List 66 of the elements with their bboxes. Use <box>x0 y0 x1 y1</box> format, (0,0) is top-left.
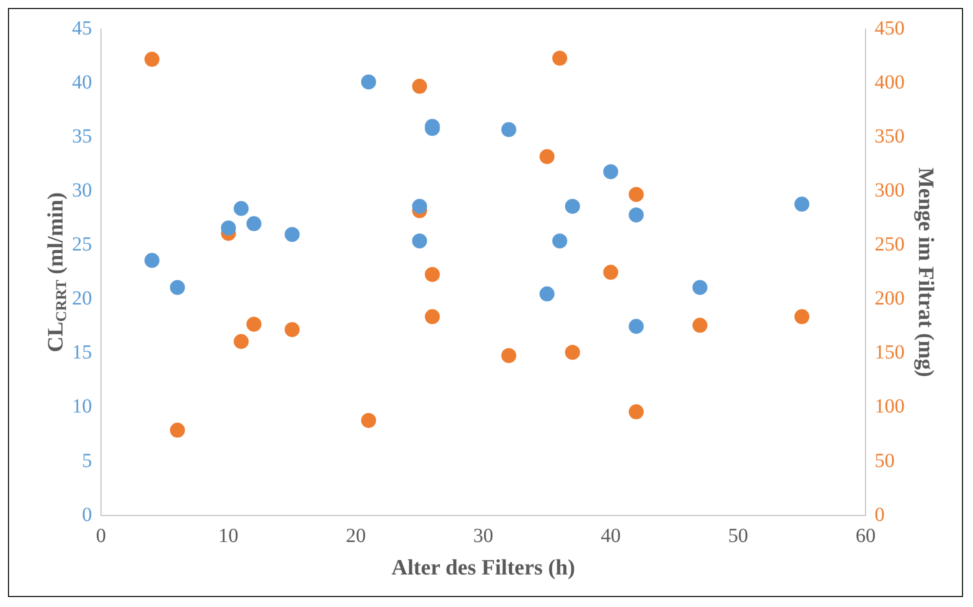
point <box>424 309 440 324</box>
y2-tick-label: 200 <box>874 288 905 310</box>
y-tick-label: 25 <box>72 234 92 256</box>
y-tick-label: 45 <box>72 17 92 40</box>
point <box>234 334 249 350</box>
point <box>284 226 300 242</box>
y2-tick-label: 400 <box>874 71 905 94</box>
point <box>794 196 810 212</box>
x-tick-label: 0 <box>96 524 106 547</box>
y2-tick-label: 450 <box>874 17 905 40</box>
point <box>628 404 644 420</box>
point <box>246 316 262 332</box>
point <box>565 344 580 360</box>
point <box>565 198 580 214</box>
x-tick-label: 40 <box>600 524 621 547</box>
point <box>412 198 428 214</box>
x-axis-title: Alter des Filters (h) <box>392 554 576 580</box>
y-tick-label: 20 <box>72 288 92 310</box>
point <box>540 286 555 302</box>
x-tick-label: 50 <box>728 524 748 547</box>
y-tick-label: 0 <box>82 504 92 526</box>
point <box>794 309 810 324</box>
point <box>692 280 708 295</box>
y2-tick-label: 0 <box>874 504 885 526</box>
point <box>628 207 644 222</box>
y-axis-title: CLCRRT (ml/min) <box>42 192 70 352</box>
y2-axis-title: Menge im Filtrat (mg) <box>914 168 940 378</box>
point <box>170 422 185 438</box>
point <box>220 220 236 236</box>
point <box>603 264 618 280</box>
x-tick-label: 10 <box>218 524 238 547</box>
point <box>692 318 708 333</box>
x-tick-label: 20 <box>346 524 366 547</box>
point <box>501 122 516 138</box>
point <box>628 186 644 202</box>
point <box>424 266 440 282</box>
y2-tick-label: 350 <box>874 125 905 148</box>
y2-tick-label: 250 <box>874 234 905 256</box>
point <box>501 348 516 364</box>
point <box>234 201 249 216</box>
point <box>412 233 428 248</box>
y-tick-label: 10 <box>72 396 92 418</box>
point <box>361 412 376 428</box>
y-tick-label: 35 <box>72 125 92 148</box>
y-tick-label: 30 <box>72 179 92 202</box>
point <box>540 149 555 164</box>
point <box>170 280 185 295</box>
point <box>246 216 262 232</box>
y2-tick-label: 100 <box>874 396 905 418</box>
point <box>552 50 568 66</box>
x-tick-label: 30 <box>473 524 494 547</box>
y2-tick-label: 50 <box>874 450 895 472</box>
point <box>144 252 160 268</box>
point <box>552 233 568 248</box>
y-tick-label: 15 <box>72 342 92 364</box>
point <box>284 322 300 338</box>
point <box>361 74 376 90</box>
x-tick-label: 60 <box>856 524 876 547</box>
y-tick-label: 5 <box>82 450 92 472</box>
y-tick-label: 40 <box>72 71 92 94</box>
point <box>603 164 618 180</box>
point <box>412 78 428 94</box>
point <box>144 52 160 67</box>
y2-tick-label: 300 <box>874 179 905 202</box>
point <box>628 318 644 334</box>
y2-tick-label: 150 <box>874 342 905 364</box>
